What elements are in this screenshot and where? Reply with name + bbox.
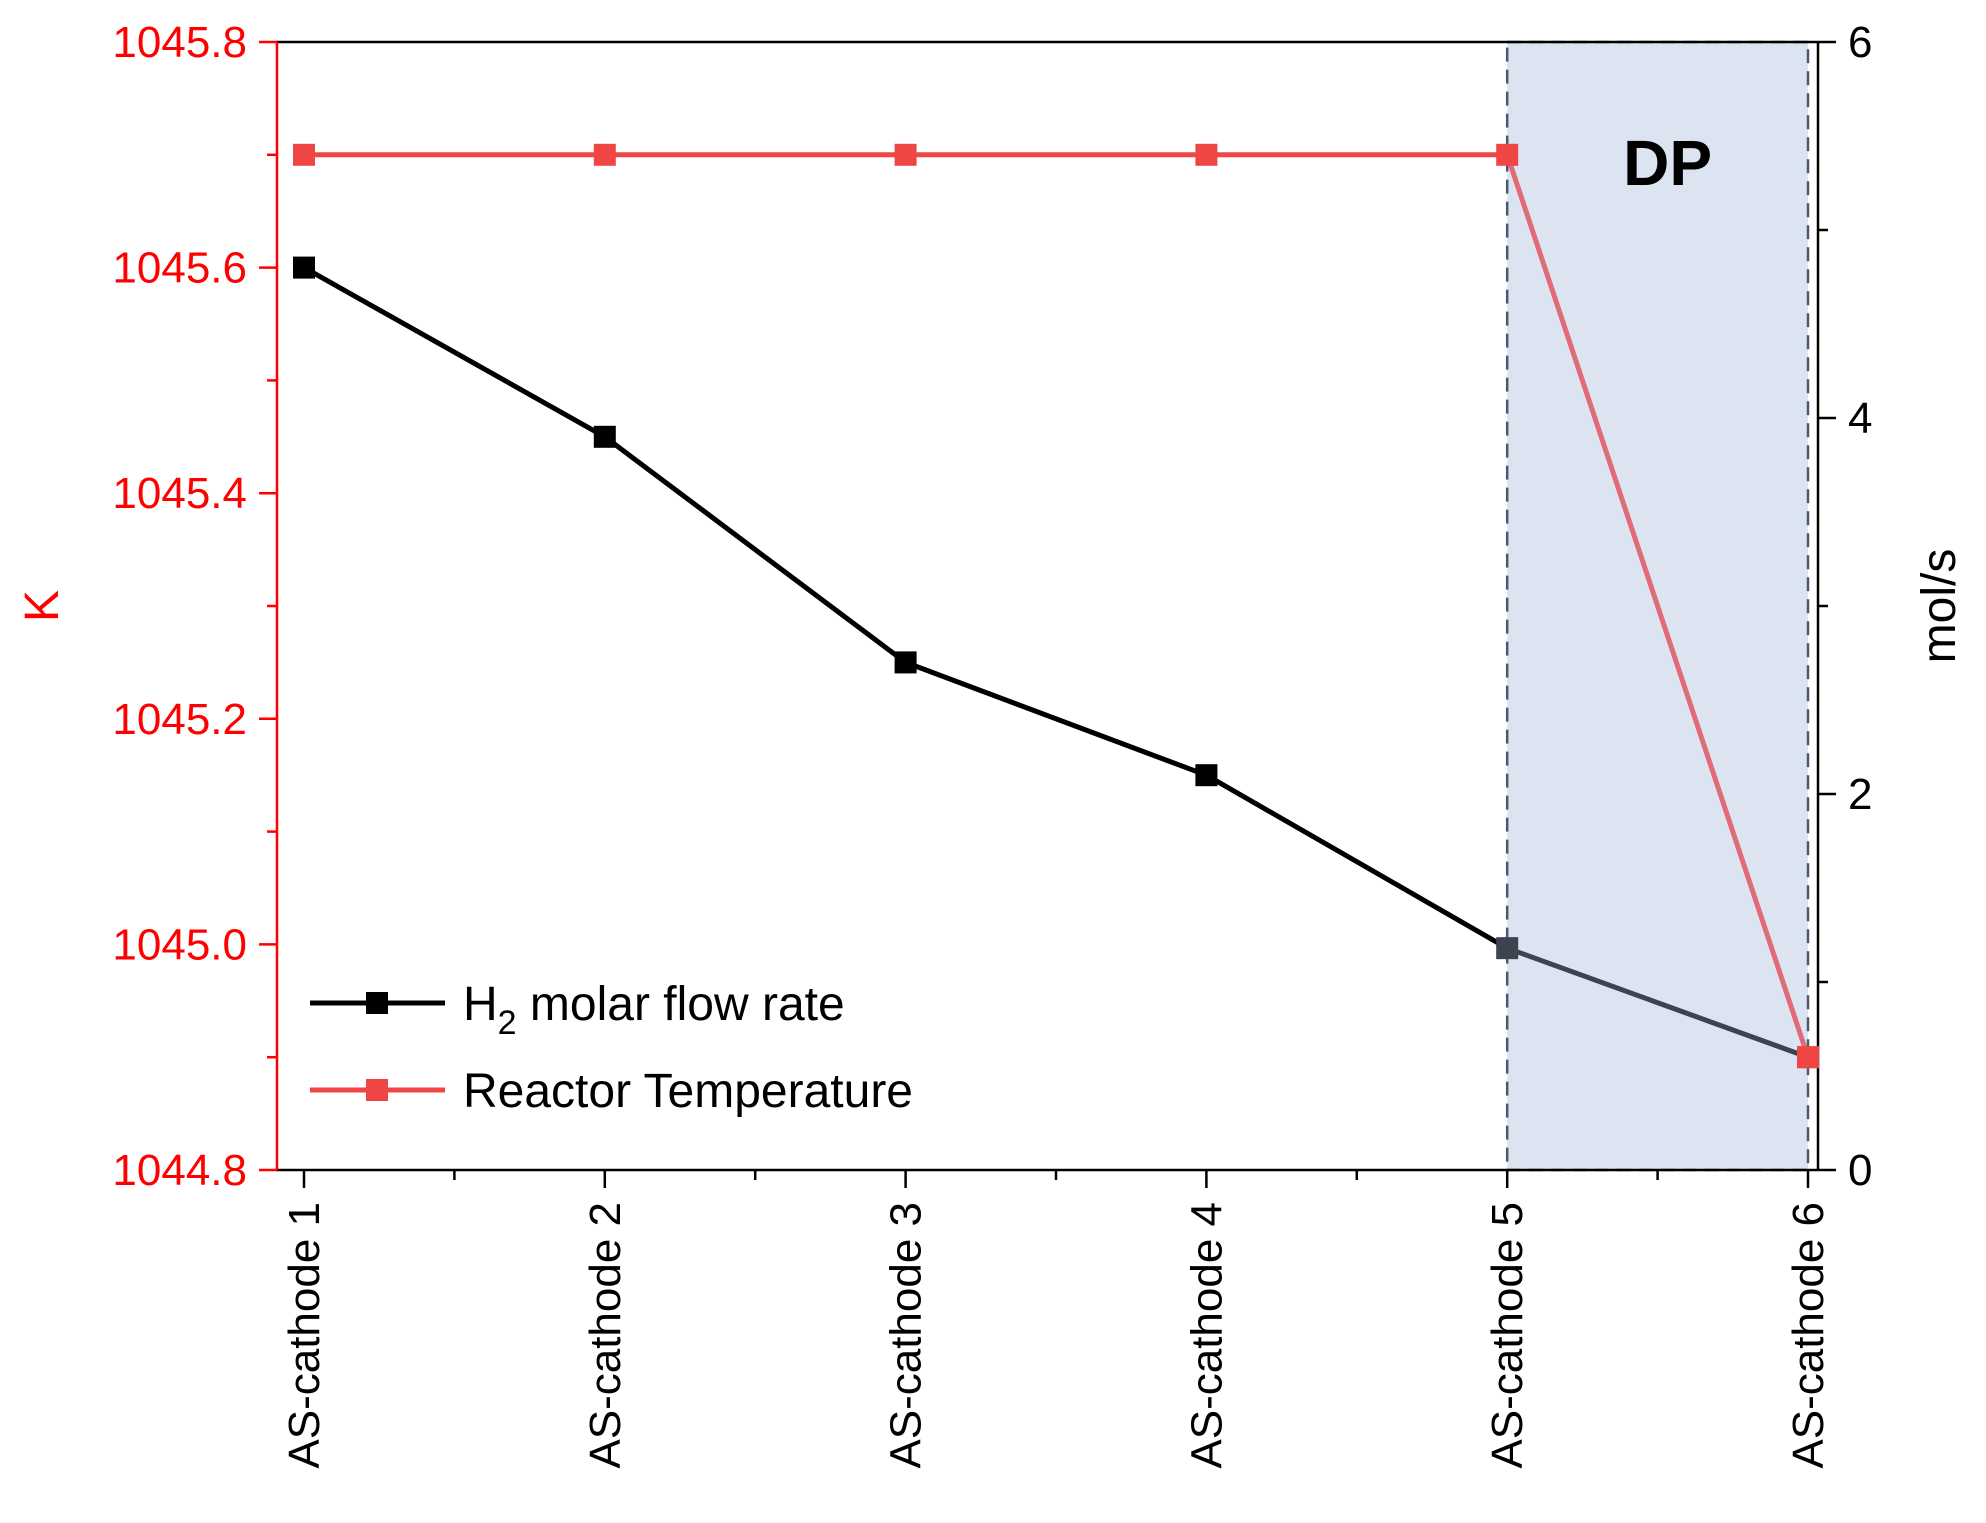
left-axis-title: K: [16, 590, 69, 622]
temperature-marker: [1797, 1046, 1819, 1069]
h2-flow-line-segment: [1506, 945, 1809, 1060]
x-tick-label: AS-cathode 1: [280, 1202, 329, 1469]
temperature-marker: [1496, 143, 1519, 166]
axes: 1044.8 1045.0 1045.2 1045.4 1045.6 1045.8 K 0 2 4…: [16, 18, 1966, 1469]
series-lines: [302, 152, 1811, 1060]
temperature-marker: [593, 143, 616, 166]
h2-flow-marker: [1496, 937, 1519, 960]
right-axis-title: mol/s: [1913, 549, 1966, 664]
temperature-marker: [894, 143, 917, 166]
dp-label: DP: [1623, 127, 1712, 199]
h2-flow-marker: [894, 651, 917, 674]
h2-flow-line-segment: [302, 265, 607, 439]
x-tick-label: AS-cathode 6: [1784, 1202, 1833, 1469]
legend-marker: [366, 1079, 388, 1101]
x-tick-label: AS-cathode 5: [1483, 1202, 1532, 1469]
right-tick-label: 2: [1848, 770, 1872, 819]
temperature-marker: [1195, 143, 1218, 166]
h2-flow-marker: [293, 256, 315, 279]
left-tick-label: 1044.8: [112, 1146, 247, 1195]
legend-label: Reactor Temperature: [463, 1065, 913, 1118]
temperature-line-segment: [1504, 154, 1811, 1058]
h2-flow-marker: [593, 425, 616, 448]
h2-flow-line-segment: [1205, 773, 1509, 951]
legend-marker: [366, 992, 388, 1014]
left-tick-label: 1045.4: [112, 469, 247, 518]
right-tick-label: 4: [1848, 394, 1872, 443]
legend-label: H2 molar flow rate: [463, 978, 845, 1042]
x-tick-label: AS-cathode 2: [581, 1202, 630, 1469]
right-tick-label: 0: [1848, 1146, 1872, 1195]
x-tick-label: AS-cathode 3: [882, 1202, 931, 1469]
legend: H2 molar flow rate Reactor Temperature: [310, 978, 913, 1118]
series-markers: [293, 143, 1819, 1069]
left-tick-label: 1045.2: [112, 695, 247, 744]
left-tick-label: 1045.0: [112, 920, 247, 969]
temperature-marker: [293, 143, 315, 166]
h2-flow-line-segment: [904, 660, 1208, 778]
right-tick-label: 6: [1848, 18, 1872, 67]
h2-flow-marker: [1195, 764, 1218, 787]
h2-flow-line-segment: [603, 434, 908, 665]
left-tick-label: 1045.6: [112, 244, 247, 293]
left-tick-label: 1045.8: [112, 18, 247, 67]
x-tick-label: AS-cathode 4: [1182, 1202, 1231, 1469]
